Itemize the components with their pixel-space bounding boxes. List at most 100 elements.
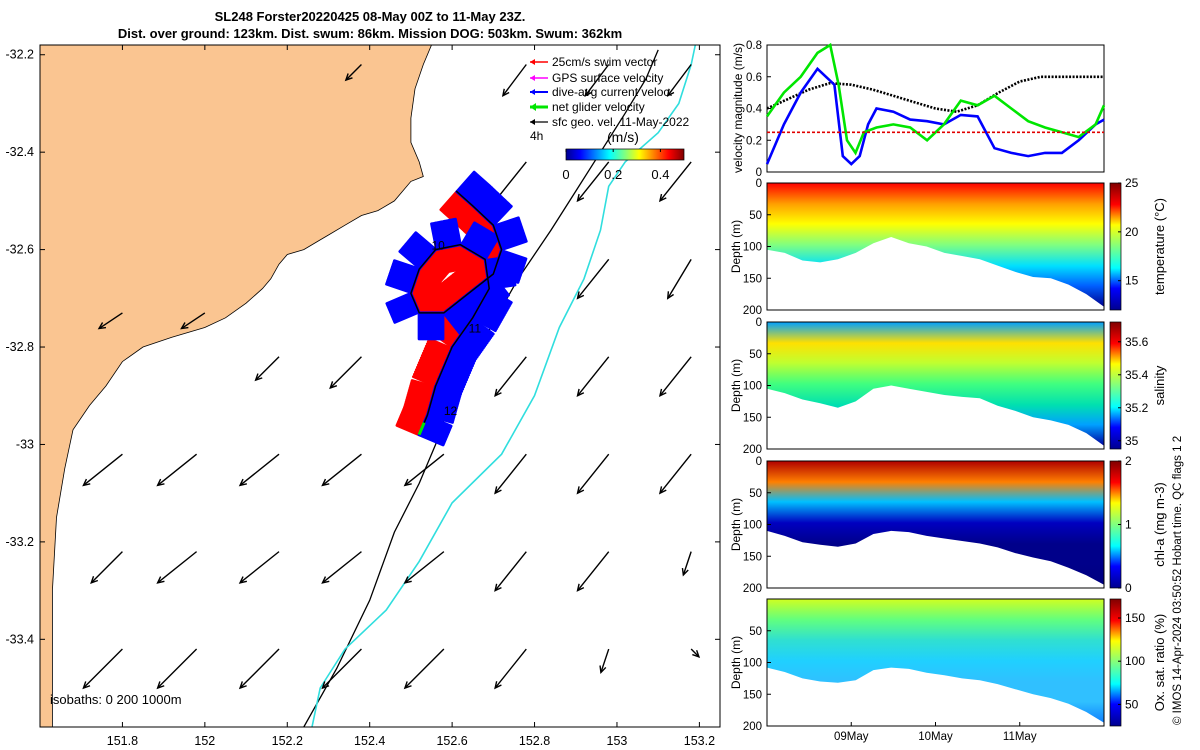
glider-track-group: 11 12 10 (385, 170, 528, 447)
geo-vector-8 (658, 161, 692, 203)
current-vector (428, 404, 457, 416)
current-vector (470, 289, 490, 314)
current-vector (401, 246, 425, 267)
current-vector (445, 358, 472, 372)
current-vector (450, 218, 459, 247)
current-vector (439, 220, 448, 250)
geo-vector-12 (329, 356, 362, 390)
geo-vector-head (494, 486, 502, 495)
current-vector (432, 389, 461, 400)
current-vector (453, 342, 478, 361)
geo-vector-head (658, 486, 667, 495)
velocity-ylabel: velocity magnitude (m/s) (731, 43, 745, 173)
section-y-tick-label: 150 (743, 412, 762, 424)
isobath-1000m (311, 45, 697, 727)
legend-swim-vector-label: 25cm/s swim vector (552, 55, 657, 69)
current-vector (411, 234, 435, 255)
current-vector (468, 290, 488, 315)
section-y-tick-label: 100 (743, 520, 762, 532)
current-vector (429, 399, 458, 410)
section-colorbar-tick-label: 20 (1125, 225, 1139, 239)
current-vector (391, 265, 419, 277)
map-y-tick-label: -32.4 (6, 145, 35, 159)
current-vector (413, 232, 437, 253)
current-vector (493, 220, 522, 233)
current-vector (412, 233, 436, 254)
current-vector (448, 306, 468, 331)
current-vector (441, 220, 450, 249)
geo-vector-shaft (576, 356, 610, 397)
geo-vector-27 (321, 551, 362, 584)
geo-vector-shaft (659, 453, 692, 494)
swim-vector (414, 276, 441, 288)
section-x-tick-label: 11May (1003, 731, 1037, 743)
current-vector (492, 217, 521, 230)
section-data-fill (767, 461, 1104, 585)
section-panel-3: 50 100 150 200 Depth (m) 50 100 150 Ox. sat. rat… (729, 598, 1167, 743)
current-vector (478, 191, 500, 214)
swim-vector (457, 243, 466, 271)
geo-vector-32 (82, 648, 123, 690)
swim-vector (464, 263, 482, 286)
geo-vector-31 (681, 551, 692, 577)
swim-vector (426, 257, 448, 276)
geo-vector-head (584, 88, 592, 97)
swim-vector (415, 274, 441, 286)
map-y-tick-label: -32.6 (6, 243, 35, 257)
swim-vector (403, 403, 430, 414)
current-vector (499, 236, 527, 249)
swim-vector (456, 269, 475, 292)
geo-vector-shaft (576, 258, 610, 299)
geo-vector-head (666, 291, 674, 300)
current-vector (405, 241, 429, 262)
section-panel-1: 0 50 100 150 200 Depth (m) 35 35.2 35.4 35.6 salin… (729, 317, 1167, 456)
track-day-label: 12 (444, 404, 458, 418)
section-y-tick-label: 0 (756, 178, 762, 190)
geo-vector-shaft (494, 648, 527, 689)
geo-vector-head (180, 322, 189, 330)
current-vector (481, 280, 502, 304)
swim-vector (426, 340, 452, 353)
map-x-tick-label: 152.8 (519, 734, 550, 748)
swim-vector (407, 391, 434, 401)
current-vector (495, 260, 524, 273)
map-x-tick-label: 152 (194, 734, 215, 748)
swim-vector (431, 251, 453, 271)
geo-vector-head (403, 478, 412, 487)
speed-colorbar-tick-label: 0.4 (651, 167, 669, 182)
section-colorbar (1109, 182, 1122, 311)
geo-vector-head (238, 478, 248, 487)
geo-vector-head (156, 681, 165, 690)
current-vector (486, 276, 506, 301)
velocity-series-line (766, 75, 1104, 114)
current-vector (461, 329, 486, 348)
geo-vector-head (254, 373, 263, 382)
current-vector (476, 231, 493, 257)
current-vector (454, 340, 479, 359)
swim-vector (455, 270, 474, 293)
swim-vector (462, 264, 481, 287)
current-vector (451, 343, 477, 362)
geo-vector-38 (599, 648, 610, 674)
swim-vector (443, 279, 462, 302)
current-vector (436, 221, 445, 250)
current-vector (494, 223, 523, 236)
current-vector (492, 269, 521, 281)
geo-vector-9 (576, 258, 610, 300)
current-vector (403, 244, 427, 264)
current-vector (449, 305, 469, 330)
section-data-fill (767, 183, 1104, 307)
geo-vector-head (576, 291, 585, 300)
geo-vector-head (344, 73, 353, 82)
figure-title-line1: SL248 Forster20220425 08-May 00Z to 11-M… (214, 9, 526, 24)
current-vector (404, 242, 428, 263)
current-vector (487, 275, 507, 299)
section-y-tick-label: 50 (749, 626, 762, 638)
geo-vector-head (90, 575, 99, 584)
current-vector (452, 303, 472, 327)
current-vector (434, 384, 462, 398)
current-vector (497, 256, 525, 268)
swim-vector (413, 372, 439, 386)
swim-vector (403, 405, 430, 415)
